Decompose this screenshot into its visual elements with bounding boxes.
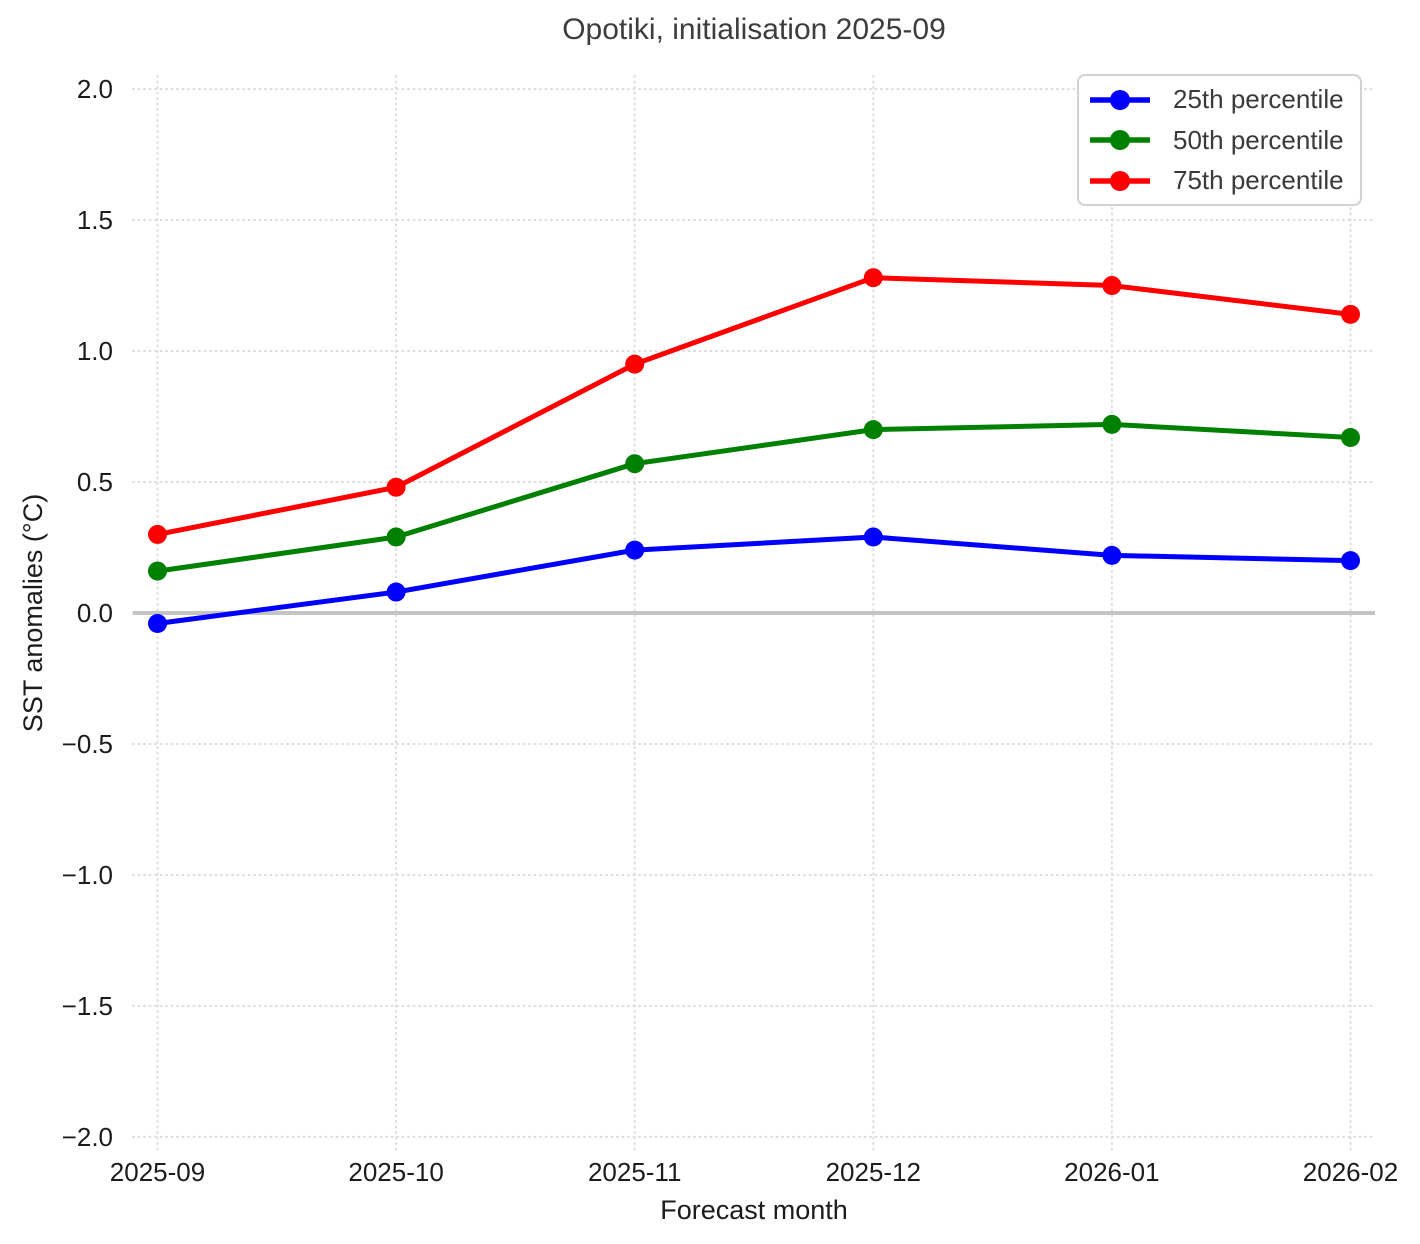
x-tick-label: 2025-10 bbox=[348, 1157, 444, 1187]
chart-title: Opotiki, initialisation 2025-09 bbox=[562, 13, 946, 46]
data-point-marker bbox=[625, 540, 645, 560]
legend-marker-sample bbox=[1110, 130, 1130, 150]
data-point-marker bbox=[863, 268, 883, 288]
legend-label: 25th percentile bbox=[1173, 84, 1344, 114]
y-tick-label: −1.0 bbox=[61, 859, 113, 890]
y-tick-label: 0.5 bbox=[76, 467, 113, 498]
y-tick-label: −2.0 bbox=[61, 1121, 113, 1152]
data-point-marker bbox=[1341, 551, 1360, 571]
y-axis-label: SST anomalies (°C) bbox=[18, 493, 48, 733]
series-line-50th-percentile bbox=[157, 421, 1351, 574]
x-tick-label: 2025-12 bbox=[825, 1157, 921, 1187]
legend-line-marker-icon bbox=[1090, 130, 1150, 150]
data-point-marker bbox=[148, 561, 167, 581]
legend-line-marker-icon bbox=[1090, 89, 1150, 110]
data-point-marker bbox=[1102, 276, 1122, 296]
data-point-marker bbox=[1341, 427, 1360, 447]
series-line-25th-percentile bbox=[157, 534, 1351, 626]
legend-line-marker-icon bbox=[1090, 170, 1150, 191]
x-tick-label: 2026-02 bbox=[1302, 1157, 1399, 1187]
data-point-marker bbox=[1102, 414, 1122, 434]
data-point-marker bbox=[1102, 545, 1122, 565]
data-point-marker bbox=[863, 527, 883, 547]
x-tick-label: 2025-09 bbox=[109, 1157, 206, 1187]
data-point-marker bbox=[148, 524, 167, 544]
y-tick-label: 1.0 bbox=[76, 336, 113, 367]
x-tick-label: 2026-01 bbox=[1064, 1157, 1160, 1187]
data-point-marker bbox=[148, 613, 167, 633]
y-tick-label: −1.5 bbox=[61, 990, 113, 1021]
data-point-marker bbox=[1341, 304, 1360, 324]
series-line-75th-percentile bbox=[157, 275, 1351, 537]
legend-marker-sample bbox=[1110, 89, 1130, 110]
y-tick-label: 0.0 bbox=[76, 598, 113, 628]
x-tick-label: 2025-11 bbox=[587, 1157, 682, 1187]
legend-item: 75th percentile bbox=[1079, 162, 1360, 200]
legend-label: 75th percentile bbox=[1173, 165, 1344, 195]
legend-item: 50th percentile bbox=[1079, 121, 1360, 159]
legend: 25th percentile 50th percentile 75th perce… bbox=[1077, 74, 1362, 206]
data-point-marker bbox=[386, 582, 406, 602]
data-point-marker bbox=[386, 527, 406, 547]
x-axis-label: Forecast month bbox=[660, 1195, 848, 1225]
data-point-marker bbox=[625, 354, 645, 374]
legend-marker-sample bbox=[1110, 170, 1130, 191]
legend-item: 25th percentile bbox=[1079, 81, 1360, 119]
y-tick-label: 1.5 bbox=[76, 205, 113, 236]
y-tick-label: 2.0 bbox=[76, 74, 113, 105]
data-point-marker bbox=[386, 477, 406, 497]
data-point-marker bbox=[863, 420, 883, 440]
y-tick-label: −0.5 bbox=[61, 728, 113, 759]
data-point-marker bbox=[625, 454, 645, 474]
legend-label: 50th percentile bbox=[1173, 124, 1344, 155]
